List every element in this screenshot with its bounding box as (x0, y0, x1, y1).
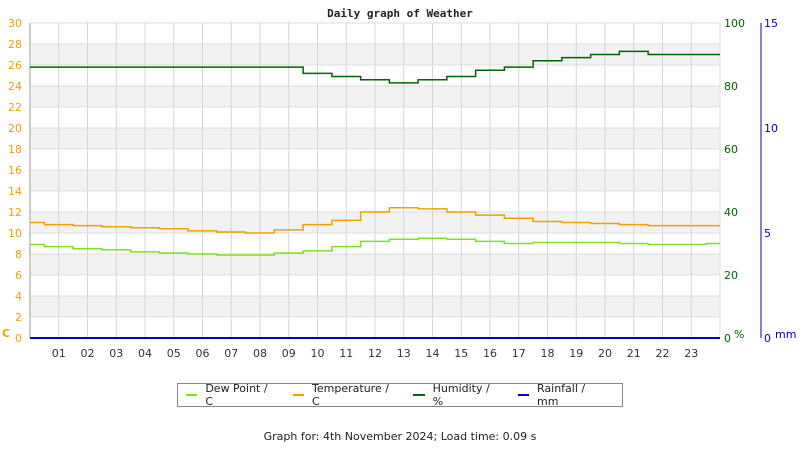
horizontal-gridlines (30, 22, 721, 339)
x-tick-label: 10 (311, 347, 325, 360)
x-tick-label: 03 (109, 347, 123, 360)
x-tick-label: 02 (81, 347, 95, 360)
x-tick-label: 17 (512, 347, 526, 360)
x-axis-ticks: 01 02 03 04 05 06 07 08 09 10 11 12 13 14 15 16 17 18 19 20… (52, 347, 699, 360)
left-tick-label: 18 (8, 143, 22, 156)
rainfall-tick-label: 10 (764, 122, 778, 135)
x-tick-label: 15 (454, 347, 468, 360)
legend-item-rainfall: Rainfall / mm (516, 382, 606, 408)
left-axis-unit: C (2, 327, 10, 340)
x-tick-label: 23 (684, 347, 698, 360)
left-tick-label: 16 (8, 164, 22, 177)
humidity-tick-label: 80 (724, 80, 738, 93)
vertical-gridlines (58, 23, 692, 338)
chart-title: Daily graph of Weather (327, 7, 473, 20)
x-tick-label: 11 (339, 347, 353, 360)
x-tick-label: 05 (167, 347, 181, 360)
x-tick-label: 06 (196, 347, 210, 360)
series-line-humidity (30, 50, 720, 84)
left-tick-label: 8 (15, 248, 22, 261)
legend-label: Dew Point / C (205, 382, 268, 408)
legend-swatch-dew-point (186, 394, 198, 396)
left-tick-label: 0 (15, 332, 22, 345)
legend-swatch-rainfall (517, 394, 530, 396)
x-tick-label: 08 (253, 347, 267, 360)
rainfall-axis-ticks: 0 5 10 15 (764, 17, 778, 345)
x-tick-label: 07 (224, 347, 238, 360)
legend-label: Temperature / C (312, 382, 389, 408)
x-tick-label: 22 (656, 347, 670, 360)
x-tick-label: 12 (368, 347, 382, 360)
legend-item-humidity: Humidity / % (411, 382, 499, 408)
legend-swatch-temperature (292, 394, 305, 396)
left-tick-label: 28 (8, 38, 22, 51)
x-tick-label: 18 (541, 347, 555, 360)
legend-swatch-humidity (413, 394, 425, 396)
left-tick-label: 2 (15, 311, 22, 324)
rainfall-tick-label: 5 (764, 227, 771, 240)
footer-info: Graph for: 4th November 2024; Load time:… (263, 430, 537, 443)
legend-label: Humidity / % (432, 382, 490, 408)
x-tick-label: 04 (138, 347, 152, 360)
left-tick-label: 20 (8, 122, 22, 135)
left-tick-label: 22 (8, 101, 22, 114)
x-tick-label: 21 (627, 347, 641, 360)
humidity-tick-label: 60 (724, 143, 738, 156)
humidity-tick-label: 100 (724, 17, 745, 30)
rainfall-tick-label: 0 (764, 332, 771, 345)
left-tick-label: 14 (8, 185, 22, 198)
left-tick-label: 10 (8, 227, 22, 240)
left-tick-label: 6 (15, 269, 22, 282)
left-tick-label: 24 (8, 80, 22, 93)
series-line-temperature (30, 207, 720, 234)
humidity-axis-ticks: 0 20 40 60 80 100 (724, 17, 745, 345)
x-tick-label: 20 (598, 347, 612, 360)
left-tick-label: 12 (8, 206, 22, 219)
left-tick-label: 30 (8, 17, 22, 30)
left-tick-label: 26 (8, 59, 22, 72)
left-tick-label: 4 (15, 290, 22, 303)
legend-item-dew-point: Dew Point / C (184, 382, 275, 408)
humidity-tick-label: 20 (724, 269, 738, 282)
rainfall-tick-label: 15 (764, 17, 778, 30)
x-tick-label: 13 (397, 347, 411, 360)
series-line-dew-point (30, 237, 720, 256)
series-lines (30, 50, 720, 339)
x-tick-label: 16 (483, 347, 497, 360)
humidity-axis-unit: % (734, 328, 744, 341)
humidity-tick-label: 40 (724, 206, 738, 219)
x-tick-label: 19 (569, 347, 583, 360)
x-tick-label: 09 (282, 347, 296, 360)
x-tick-label: 14 (426, 347, 440, 360)
x-tick-label: 01 (52, 347, 66, 360)
rainfall-axis-unit: mm (775, 328, 796, 341)
humidity-tick-label: 0 (724, 332, 731, 345)
legend-item-temperature: Temperature / C (291, 382, 396, 408)
chart-legend: Dew Point / C Temperature / C Humidity /… (177, 382, 623, 408)
legend-label: Rainfall / mm (537, 382, 586, 408)
